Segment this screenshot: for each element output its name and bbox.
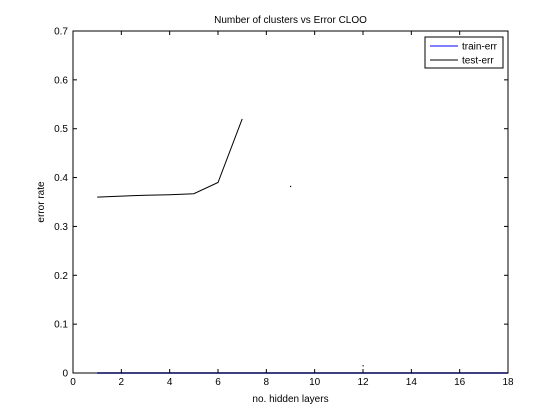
y-tick-label: 0.1 [54, 320, 68, 331]
y-tick-label: 0.7 [54, 27, 68, 38]
x-tick-label: 14 [406, 377, 418, 388]
y-tick-label: 0.2 [54, 271, 68, 282]
x-tick-label: 12 [357, 377, 369, 388]
series-line-test-err [97, 118, 243, 198]
x-tick-label: 10 [309, 377, 321, 388]
tick-layer: 0 2 4 6 8 10 12 14 16 18 0 0.1 0.2 0.3 0.4 0.5 0.6 0.7 [54, 27, 514, 389]
legend-label-train-err: train-err [462, 42, 498, 53]
x-tick-label: 6 [215, 377, 221, 388]
x-tick-label: 0 [70, 377, 76, 388]
y-tick-label: 0 [62, 369, 68, 380]
x-tick-label: 18 [502, 377, 514, 388]
chart-title: Number of clusters vs Error CLOO [214, 15, 367, 26]
x-tick-label: 8 [264, 377, 270, 388]
axes-box [72, 30, 509, 374]
legend-box [424, 36, 504, 69]
legend: train-err test-err [424, 36, 504, 69]
y-tick-label: 0.5 [54, 124, 68, 135]
isolated-point [290, 185, 292, 188]
isolated-point [362, 365, 364, 367]
y-tick-label: 0.3 [54, 222, 68, 233]
y-axis-label: error rate [36, 181, 47, 223]
y-tick-label: 0.6 [54, 75, 68, 86]
x-tick-label: 4 [167, 377, 173, 388]
y-tick-label: 0.4 [54, 173, 68, 184]
x-tick-label: 2 [119, 377, 125, 388]
legend-label-test-err: test-err [462, 56, 494, 67]
plot-area [73, 31, 508, 373]
x-axis-label: no. hidden layers [252, 394, 328, 405]
x-tick-label: 16 [454, 377, 466, 388]
